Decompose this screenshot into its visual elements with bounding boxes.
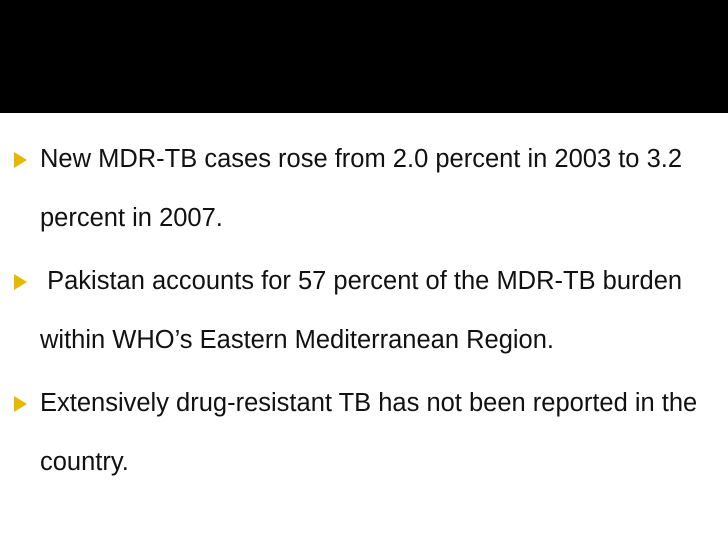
header-band [0,0,728,113]
bullet-list: New MDR-TB cases rose from 2.0 percent i… [0,130,728,496]
bullet-item: New MDR-TB cases rose from 2.0 percent i… [0,130,708,248]
bullet-item: Extensively drug-resistant TB has not be… [0,374,708,492]
bullet-item: Pakistan accounts for 57 percent of the … [0,252,708,370]
